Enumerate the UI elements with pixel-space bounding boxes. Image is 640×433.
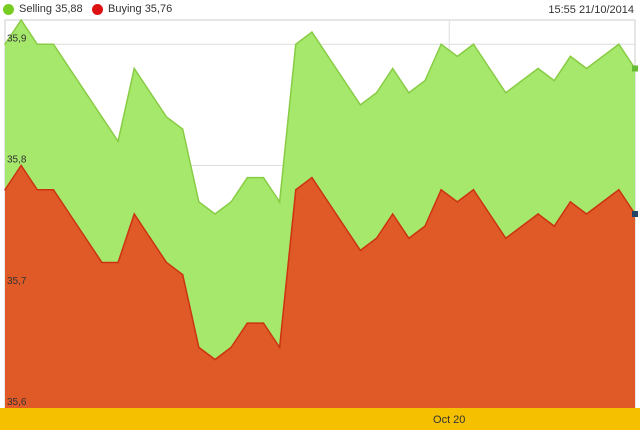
data-point-buying bbox=[311, 176, 313, 179]
data-point-buying bbox=[84, 237, 87, 240]
series-area-buying bbox=[5, 165, 635, 408]
data-point-selling bbox=[440, 43, 442, 46]
data-point-selling bbox=[585, 67, 588, 70]
y-tick-label: 35,9 bbox=[7, 33, 27, 44]
data-point-selling bbox=[262, 176, 265, 179]
data-point-selling bbox=[424, 79, 426, 82]
data-point-buying bbox=[585, 213, 588, 215]
selling-last-marker bbox=[632, 65, 638, 72]
data-point-selling bbox=[52, 43, 55, 46]
data-point-buying bbox=[504, 237, 507, 240]
data-point-buying bbox=[391, 213, 394, 215]
data-point-buying bbox=[262, 322, 265, 324]
data-point-buying bbox=[246, 322, 249, 324]
data-point-selling bbox=[133, 67, 136, 70]
data-point-buying bbox=[424, 225, 426, 227]
data-point-buying bbox=[230, 346, 232, 349]
data-point-buying bbox=[408, 237, 410, 240]
data-point-selling bbox=[181, 128, 184, 130]
data-point-selling bbox=[84, 91, 87, 94]
data-point-buying bbox=[569, 201, 572, 203]
data-point-selling bbox=[246, 176, 249, 179]
legend-label-selling: Selling 35,88 bbox=[19, 3, 83, 15]
data-point-selling bbox=[488, 67, 491, 70]
data-point-buying bbox=[359, 249, 362, 252]
data-point-selling bbox=[311, 31, 313, 33]
y-tick-label: 35,7 bbox=[7, 276, 27, 287]
data-point-selling bbox=[294, 43, 297, 46]
data-point-selling bbox=[101, 116, 103, 118]
legend-label-buying: Buying 35,76 bbox=[108, 3, 173, 15]
data-point-buying bbox=[20, 164, 22, 167]
data-point-buying bbox=[117, 261, 119, 264]
data-point-buying bbox=[181, 273, 184, 276]
data-point-selling bbox=[569, 55, 572, 58]
legend-item-selling[interactable]: Selling 35,88 bbox=[3, 3, 83, 15]
legend-item-buying[interactable]: Buying 35,76 bbox=[92, 3, 172, 15]
data-point-buying bbox=[472, 188, 475, 191]
data-point-selling bbox=[165, 116, 168, 118]
data-point-selling bbox=[4, 43, 6, 46]
data-point-buying bbox=[601, 201, 604, 203]
data-point-buying bbox=[343, 225, 346, 227]
selling-dot-icon bbox=[3, 3, 14, 15]
data-point-buying bbox=[149, 237, 152, 240]
data-point-selling bbox=[278, 201, 281, 203]
data-point-buying bbox=[165, 261, 168, 264]
data-point-selling bbox=[117, 140, 119, 143]
buying-last-marker bbox=[632, 211, 638, 217]
data-point-buying bbox=[537, 213, 539, 215]
data-point-selling bbox=[68, 67, 71, 70]
data-point-buying bbox=[375, 237, 378, 240]
chart-legend: Selling 35,88 Buying 35,76 15:55 21/10/2… bbox=[0, 0, 640, 20]
y-tick-label: 35,8 bbox=[7, 155, 27, 166]
data-point-selling bbox=[408, 91, 410, 94]
data-point-buying bbox=[198, 346, 200, 349]
data-point-buying bbox=[456, 201, 459, 203]
timestamp: 15:55 21/10/2014 bbox=[548, 4, 634, 16]
data-point-selling bbox=[553, 79, 556, 82]
data-point-selling bbox=[391, 67, 394, 70]
data-point-buying bbox=[294, 188, 297, 191]
data-point-buying bbox=[618, 188, 620, 191]
data-point-selling bbox=[214, 213, 216, 215]
buying-dot-icon bbox=[92, 3, 103, 15]
data-point-buying bbox=[101, 261, 103, 264]
data-point-buying bbox=[68, 213, 71, 215]
data-point-selling bbox=[343, 79, 346, 82]
data-point-buying bbox=[214, 358, 216, 361]
data-point-selling bbox=[504, 91, 507, 94]
data-point-buying bbox=[52, 188, 55, 191]
x-tick-label: Oct 20 bbox=[433, 414, 465, 426]
series-line-selling bbox=[4, 18, 636, 215]
data-point-buying bbox=[278, 346, 281, 349]
data-point-selling bbox=[20, 19, 22, 21]
data-point-buying bbox=[327, 201, 329, 203]
data-point-selling bbox=[359, 104, 362, 106]
data-point-selling bbox=[36, 43, 39, 46]
data-point-buying bbox=[488, 213, 491, 215]
data-point-selling bbox=[230, 201, 232, 203]
data-point-buying bbox=[521, 225, 523, 227]
data-point-selling bbox=[472, 43, 475, 46]
data-point-buying bbox=[36, 188, 39, 191]
x-axis-band bbox=[0, 408, 640, 430]
data-point-selling bbox=[618, 43, 620, 46]
data-point-selling bbox=[327, 55, 329, 58]
data-point-selling bbox=[537, 67, 539, 70]
data-point-selling bbox=[601, 55, 604, 58]
data-point-selling bbox=[198, 201, 200, 203]
data-point-selling bbox=[456, 55, 459, 58]
data-point-buying bbox=[4, 188, 6, 191]
data-point-selling bbox=[521, 79, 523, 82]
data-point-buying bbox=[133, 213, 136, 215]
y-tick-label: 35,6 bbox=[7, 397, 27, 408]
data-point-buying bbox=[553, 225, 556, 227]
data-point-buying bbox=[440, 188, 442, 191]
data-point-selling bbox=[375, 91, 378, 94]
series-line-buying bbox=[4, 164, 636, 361]
data-point-selling bbox=[149, 91, 152, 94]
